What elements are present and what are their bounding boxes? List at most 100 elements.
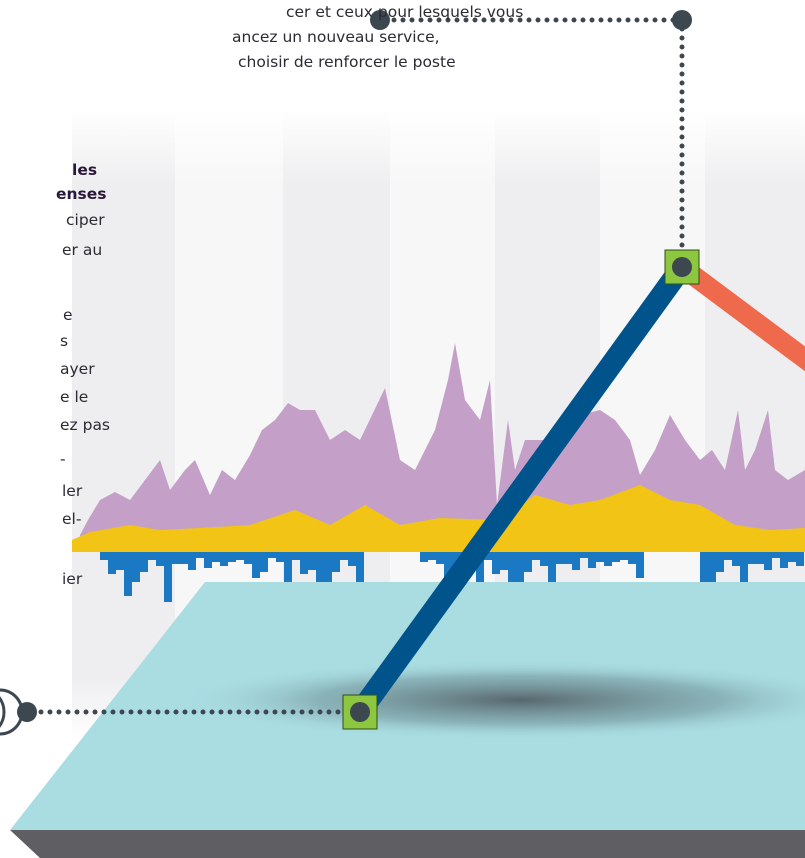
decor-bar bbox=[340, 552, 348, 560]
decor-bar bbox=[708, 552, 716, 582]
decor-bar bbox=[164, 552, 172, 602]
text-block: cer et ceux pour lesquels vous ancez un n… bbox=[56, 3, 523, 588]
decor-bar bbox=[572, 552, 580, 570]
decor-bar bbox=[212, 552, 220, 562]
decor-bar bbox=[788, 552, 796, 562]
blue-line bbox=[351, 260, 691, 719]
decor-bar bbox=[188, 552, 196, 570]
decor-bar bbox=[260, 552, 268, 572]
section-line: el- bbox=[62, 510, 81, 528]
decor-bar bbox=[532, 552, 540, 560]
intro-line: ancez un nouveau service, bbox=[232, 28, 440, 46]
decor-bar bbox=[748, 552, 756, 564]
decor-bar bbox=[236, 552, 244, 560]
decor-bar bbox=[220, 552, 228, 566]
decor-bar bbox=[124, 552, 132, 596]
decor-bar bbox=[540, 552, 548, 566]
decor-bar bbox=[252, 552, 260, 578]
section-line: e bbox=[63, 306, 73, 324]
decor-bar bbox=[148, 552, 156, 560]
section-line: ciper bbox=[66, 211, 105, 229]
decor-bar bbox=[700, 552, 708, 596]
intro-line: cer et ceux pour lesquels vous bbox=[286, 3, 523, 21]
decor-bar bbox=[180, 552, 188, 564]
decor-bar bbox=[284, 552, 292, 586]
plane-shadow bbox=[180, 660, 805, 740]
decor-bar bbox=[764, 552, 772, 570]
decor-bar bbox=[332, 552, 340, 572]
connector-end bbox=[672, 10, 692, 30]
decor-bar bbox=[580, 552, 588, 558]
callout-ring bbox=[0, 688, 24, 736]
decor-bar bbox=[796, 552, 804, 566]
decor-bar bbox=[516, 552, 524, 582]
decor-bar bbox=[772, 552, 780, 558]
section-line: er au bbox=[62, 241, 102, 259]
decor-bar bbox=[724, 552, 732, 560]
decor-bar bbox=[716, 552, 724, 572]
decor-bar bbox=[356, 552, 364, 602]
decor-bar bbox=[204, 552, 212, 568]
node bbox=[664, 249, 700, 285]
decor-bar bbox=[348, 552, 356, 566]
orange-line bbox=[676, 258, 805, 372]
decor-bar bbox=[436, 552, 444, 564]
decor-bar bbox=[476, 552, 484, 586]
decor-bar bbox=[756, 552, 764, 564]
section-heading: les bbox=[72, 161, 97, 179]
decor-bar bbox=[628, 552, 636, 564]
decor-bar bbox=[604, 552, 612, 566]
decor-bar bbox=[564, 552, 572, 564]
decor-bar bbox=[324, 552, 332, 582]
section-line: - bbox=[60, 450, 66, 468]
decor-bar bbox=[108, 552, 116, 574]
decor-bar bbox=[244, 552, 252, 564]
decor-bar bbox=[492, 552, 500, 574]
decor-bar bbox=[316, 552, 324, 596]
connectors bbox=[29, 17, 685, 715]
decor-bar bbox=[524, 552, 532, 572]
intro-line: choisir de renforcer le poste bbox=[238, 53, 456, 71]
node bbox=[342, 694, 378, 730]
plane-underside bbox=[10, 830, 805, 858]
section-line: e le bbox=[60, 388, 88, 406]
decor-bar bbox=[292, 552, 300, 560]
decor-bar bbox=[740, 552, 748, 602]
decor-bar bbox=[588, 552, 596, 568]
connector-end bbox=[370, 10, 390, 30]
section-line: ler bbox=[62, 482, 83, 500]
decor-bar bbox=[308, 552, 316, 570]
decor-bar bbox=[732, 552, 740, 566]
decor-bar bbox=[508, 552, 516, 596]
decor-bar bbox=[228, 552, 236, 562]
decor-bar bbox=[484, 552, 492, 560]
section-heading: enses bbox=[56, 185, 107, 203]
decor-bar bbox=[140, 552, 148, 572]
decor-bar bbox=[268, 552, 276, 558]
decor-bar bbox=[172, 552, 180, 564]
decor-bar bbox=[196, 552, 204, 558]
decor-bar bbox=[116, 552, 124, 570]
decor-bar bbox=[500, 552, 508, 570]
section-line: ier bbox=[62, 570, 83, 588]
decor-bar bbox=[132, 552, 140, 582]
section-line: ez pas bbox=[60, 416, 110, 434]
decor-bar bbox=[636, 552, 644, 578]
decor-bar bbox=[276, 552, 284, 562]
decor-bar bbox=[780, 552, 788, 568]
decor-bar bbox=[300, 552, 308, 574]
decor-bar bbox=[444, 552, 452, 578]
decor-bar bbox=[428, 552, 436, 560]
section-line: ayer bbox=[60, 360, 95, 378]
decor-bar bbox=[612, 552, 620, 562]
decor-bar bbox=[548, 552, 556, 602]
decor-bar bbox=[620, 552, 628, 560]
yellow-area bbox=[72, 485, 805, 552]
section-line: s bbox=[60, 332, 68, 350]
decor-bar bbox=[420, 552, 428, 562]
decor-bar bbox=[556, 552, 564, 564]
decor-bar bbox=[596, 552, 604, 562]
decor-bar bbox=[156, 552, 164, 566]
decor-bar bbox=[100, 552, 108, 560]
